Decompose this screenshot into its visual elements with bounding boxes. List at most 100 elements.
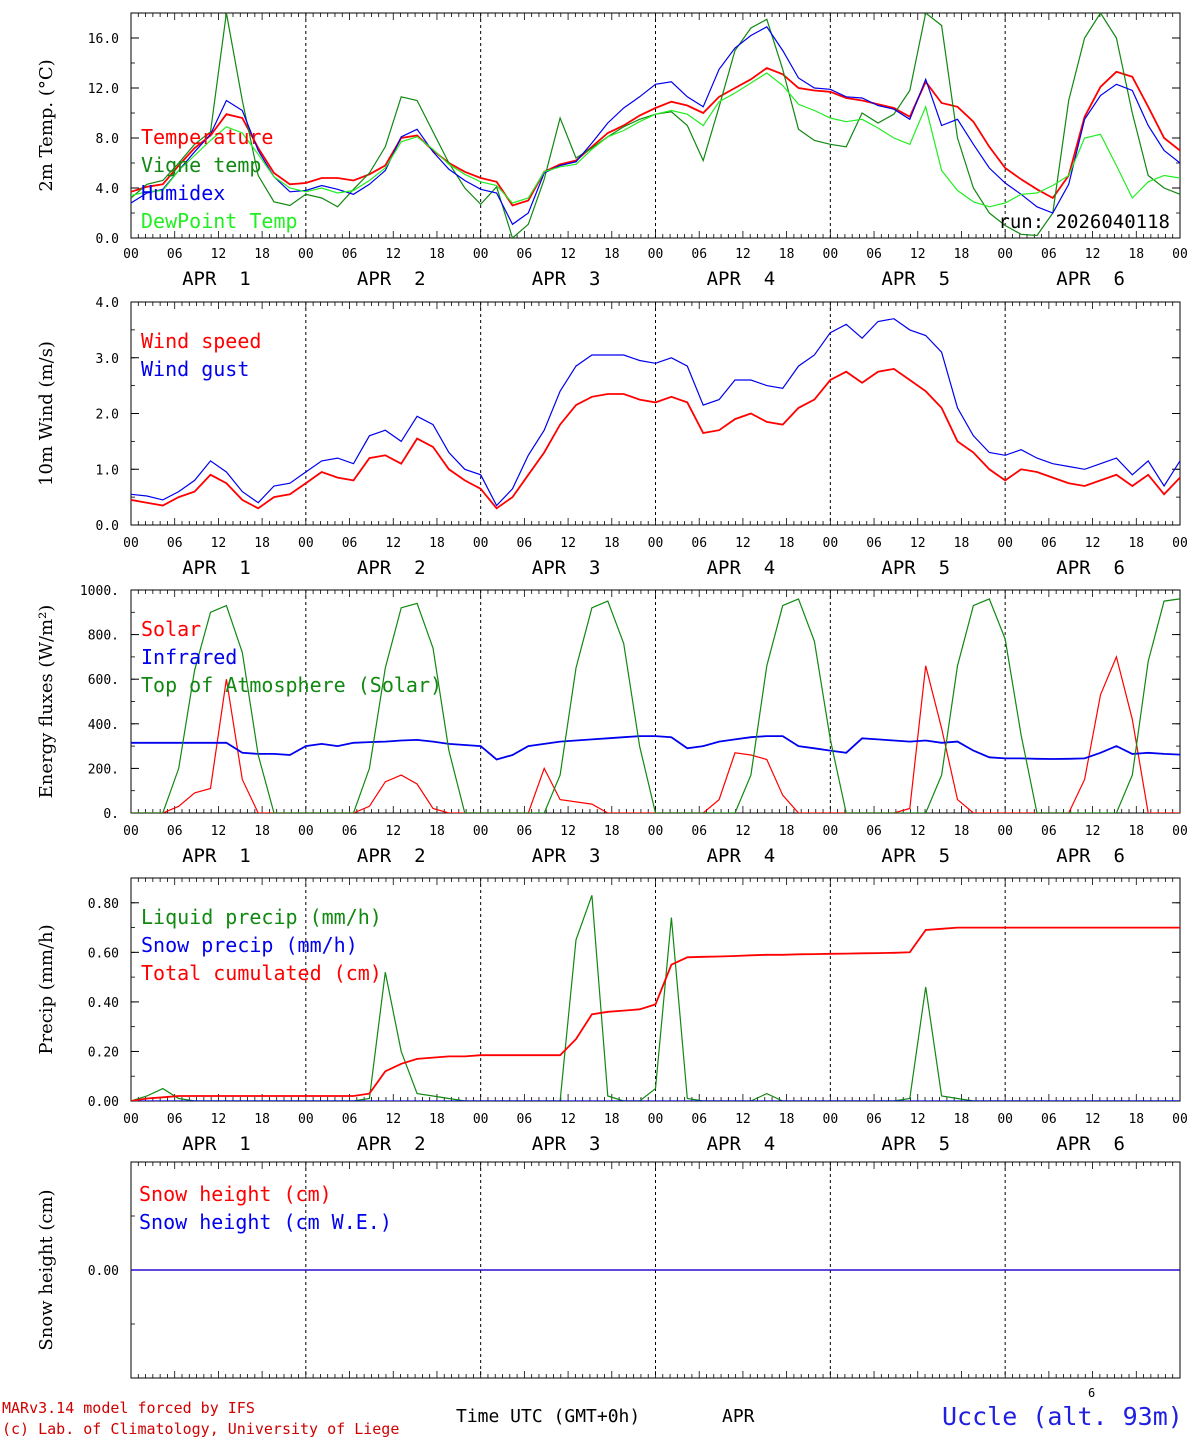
x-tick-label: 18 (254, 1112, 270, 1127)
legend-entry: Temperature (141, 125, 273, 149)
day-label: APR 3 (532, 268, 601, 290)
day-label: APR 1 (182, 557, 251, 579)
x-tick-label: 06 (1041, 247, 1057, 262)
x-tick-label: 06 (342, 536, 358, 551)
day-label: APR 6 (1056, 845, 1125, 867)
x-tick-label: 18 (779, 824, 795, 839)
x-tick-label: 12 (385, 247, 401, 262)
x-tick-label: 18 (254, 247, 270, 262)
y-tick-label: 0.0 (96, 232, 119, 247)
x-tick-label: 12 (385, 1112, 401, 1127)
day-label: APR 1 (182, 845, 251, 867)
x-tick-label: 00 (823, 1112, 839, 1127)
x-tick-label: 12 (211, 247, 227, 262)
legend-entry: Total cumulated (cm) (141, 961, 382, 985)
x-tick-label: 12 (735, 247, 751, 262)
legend-entry: Wind speed (141, 329, 261, 353)
day-label: APR 6 (1056, 268, 1125, 290)
x-axis-title: Time UTC (GMT+0h) (456, 1406, 641, 1427)
x-tick-label: 06 (167, 536, 183, 551)
legend-entry: Solar (141, 617, 201, 641)
x-tick-label: 12 (560, 1112, 576, 1127)
credit-line-lab: (c) Lab. of Climatology, University of L… (2, 1420, 400, 1438)
legend-entry: DewPoint Temp (141, 209, 298, 233)
day-label: APR 2 (357, 268, 426, 290)
x-tick-label: 00 (997, 536, 1013, 551)
credit-line-model: MARv3.14 model forced by IFS (2, 1399, 255, 1417)
x-tick-label: 18 (604, 247, 620, 262)
x-tick-label: 00 (123, 1112, 139, 1127)
day-label: APR 4 (707, 268, 776, 290)
run-label: run: 2026040118 (998, 211, 1170, 233)
x-tick-label: 06 (342, 824, 358, 839)
x-tick-label: 18 (604, 824, 620, 839)
x-tick-label: 00 (123, 247, 139, 262)
x-tick-label: 06 (167, 247, 183, 262)
day-label: APR 5 (881, 557, 950, 579)
x-tick-label: 00 (473, 1112, 489, 1127)
series-line-dewpoint-temp (131, 72, 1180, 208)
x-tick-label: 00 (1172, 536, 1188, 551)
x-tick-label: 18 (954, 536, 970, 551)
panel-1: 0.0 4.0 8.0 12.0 16.0 2m Temp. (°C) 00 06 12 18 00… (36, 12, 1188, 290)
x-tick-label: 00 (298, 247, 314, 262)
x-tick-label: 00 (648, 536, 664, 551)
legend-entry: Infrared (141, 645, 237, 669)
x-tick-label: 12 (910, 1112, 926, 1127)
x-tick-label: 06 (517, 536, 533, 551)
x-tick-label: 06 (517, 1112, 533, 1127)
x-tick-label: 18 (1128, 824, 1144, 839)
y-tick-label: 3.0 (96, 352, 119, 367)
y-tick-label: 0. (103, 807, 119, 822)
x-tick-label: 12 (1085, 536, 1101, 551)
y-tick-label: 4.0 (96, 296, 119, 311)
x-tick-label: 18 (429, 824, 445, 839)
y-axis-label: Precip (mm/h) (36, 924, 57, 1054)
series-line-top-of-atmosphere-solar- (131, 598, 1180, 813)
x-tick-label: 06 (167, 824, 183, 839)
x-tick-label: 18 (779, 536, 795, 551)
x-tick-label: 18 (779, 1112, 795, 1127)
x-tick-label: 00 (298, 824, 314, 839)
y-tick-label: 1.0 (96, 463, 119, 478)
y-tick-label: 0.0 (96, 519, 119, 534)
series-line-humidex (131, 26, 1180, 226)
x-tick-label: 12 (910, 247, 926, 262)
x-tick-label: 12 (735, 1112, 751, 1127)
x-tick-label: 00 (997, 247, 1013, 262)
x-tick-label: 00 (123, 536, 139, 551)
series-line-liquid-precip-mm-h- (131, 895, 1180, 1101)
x-tick-label: 06 (691, 824, 707, 839)
day-label: APR 3 (532, 557, 601, 579)
x-tick-label: 06 (691, 536, 707, 551)
station-name: Uccle (alt. 93m) (942, 1402, 1183, 1431)
x-tick-label: 00 (123, 824, 139, 839)
x-tick-label: 12 (211, 536, 227, 551)
x-tick-label: 12 (211, 824, 227, 839)
y-tick-label: 2.0 (96, 408, 119, 423)
plot-frame (130, 589, 1181, 814)
x-tick-label: 06 (691, 1112, 707, 1127)
x-tick-label: 18 (779, 247, 795, 262)
x-tick-label: 18 (429, 247, 445, 262)
series-line-infrared (131, 735, 1180, 761)
plot-frame (130, 12, 1181, 239)
plot-frame (130, 301, 1181, 526)
y-tick-label: 1000. (80, 584, 119, 599)
x-tick-label: 12 (211, 1112, 227, 1127)
x-tick-label: 18 (254, 824, 270, 839)
x-tick-label: 00 (823, 247, 839, 262)
day-label: APR 5 (881, 1133, 950, 1155)
x-tick-label: 12 (385, 824, 401, 839)
x-tick-label: 00 (823, 536, 839, 551)
y-axis-label: Energy fluxes (W/m²) (36, 605, 57, 799)
x-tick-label: 00 (648, 1112, 664, 1127)
y-tick-label: 0.80 (88, 897, 119, 912)
x-tick-label: 18 (604, 536, 620, 551)
series-line-vigne-temp (131, 13, 1180, 238)
x-tick-label: 06 (167, 1112, 183, 1127)
legend-entry: Wind gust (141, 357, 249, 381)
x-tick-label: 06 (342, 1112, 358, 1127)
x-tick-label: 06 (866, 247, 882, 262)
panel-2: 0.0 1.0 2.0 3.0 4.0 10m Wind (m/s) 00 06 12 18 00 0… (36, 296, 1188, 579)
